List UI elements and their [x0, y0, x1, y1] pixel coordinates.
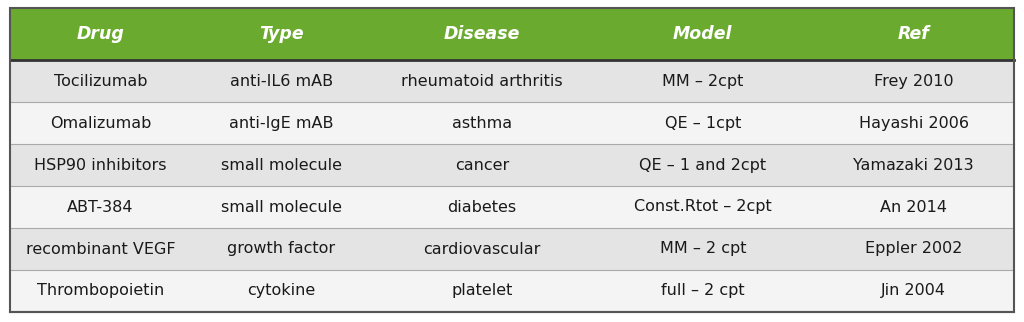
Text: Frey 2010: Frey 2010 [873, 73, 953, 89]
Text: cardiovascular: cardiovascular [423, 242, 541, 257]
Text: anti-IgE mAB: anti-IgE mAB [228, 116, 334, 130]
Text: rheumatoid arthritis: rheumatoid arthritis [401, 73, 563, 89]
Text: growth factor: growth factor [227, 242, 335, 257]
Bar [10, 186, 1014, 228]
Text: Disease: Disease [443, 25, 520, 43]
Text: Model: Model [673, 25, 732, 43]
Bar [10, 102, 1014, 144]
Text: Yamazaki 2013: Yamazaki 2013 [853, 157, 974, 173]
Text: MM – 2cpt: MM – 2cpt [663, 73, 743, 89]
Bar [10, 60, 1014, 102]
Text: Ref: Ref [898, 25, 930, 43]
Text: Eppler 2002: Eppler 2002 [865, 242, 963, 257]
Text: diabetes: diabetes [447, 200, 516, 214]
Text: asthma: asthma [452, 116, 512, 130]
Text: Type: Type [259, 25, 303, 43]
Text: QE – 1cpt: QE – 1cpt [665, 116, 741, 130]
Text: Hayashi 2006: Hayashi 2006 [858, 116, 969, 130]
Text: Drug: Drug [77, 25, 124, 43]
Text: Omalizumab: Omalizumab [50, 116, 152, 130]
Text: small molecule: small molecule [220, 157, 342, 173]
Text: An 2014: An 2014 [880, 200, 947, 214]
Bar [10, 8, 1014, 60]
Text: Jin 2004: Jin 2004 [881, 283, 946, 298]
Bar [10, 228, 1014, 270]
Text: ABT-384: ABT-384 [68, 200, 133, 214]
Text: Thrombopoietin: Thrombopoietin [37, 283, 164, 298]
Text: small molecule: small molecule [220, 200, 342, 214]
Text: cytokine: cytokine [247, 283, 315, 298]
Bar [10, 144, 1014, 186]
Text: MM – 2 cpt: MM – 2 cpt [659, 242, 746, 257]
Text: Tocilizumab: Tocilizumab [53, 73, 147, 89]
Bar [10, 270, 1014, 312]
Text: platelet: platelet [452, 283, 513, 298]
Text: cancer: cancer [455, 157, 509, 173]
Text: Const.Rtot – 2cpt: Const.Rtot – 2cpt [634, 200, 772, 214]
Text: anti-IL6 mAB: anti-IL6 mAB [229, 73, 333, 89]
Text: QE – 1 and 2cpt: QE – 1 and 2cpt [639, 157, 766, 173]
Text: full – 2 cpt: full – 2 cpt [660, 283, 744, 298]
Text: HSP90 inhibitors: HSP90 inhibitors [34, 157, 167, 173]
Text: recombinant VEGF: recombinant VEGF [26, 242, 175, 257]
